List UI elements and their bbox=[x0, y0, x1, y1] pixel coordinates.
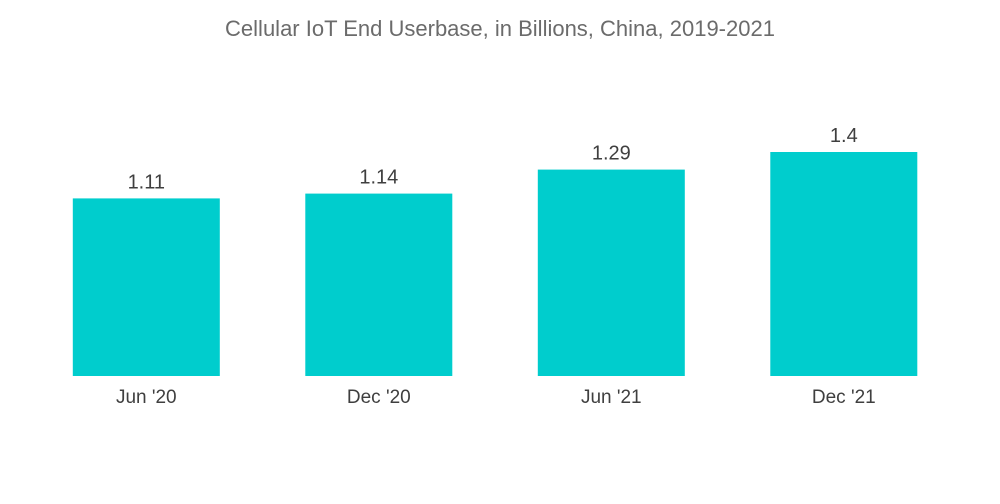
chart-title: Cellular IoT End Userbase, in Billions, … bbox=[225, 16, 775, 41]
value-label-1: 1.14 bbox=[359, 167, 398, 189]
bar-3 bbox=[770, 152, 918, 376]
category-label-0: Jun '20 bbox=[116, 387, 177, 408]
bars-group bbox=[72, 152, 918, 376]
bar-2 bbox=[537, 169, 685, 376]
bar-1 bbox=[305, 193, 453, 376]
value-labels-group: 1.11 1.14 1.29 1.4 bbox=[128, 125, 858, 193]
category-label-2: Jun '21 bbox=[581, 387, 642, 408]
category-label-3: Dec '21 bbox=[812, 387, 876, 408]
category-labels-group: Jun '20 Dec '20 Jun '21 Dec '21 bbox=[116, 387, 876, 408]
value-label-3: 1.4 bbox=[830, 125, 858, 147]
value-label-0: 1.11 bbox=[128, 171, 165, 193]
value-label-2: 1.29 bbox=[592, 143, 631, 165]
bar-0 bbox=[72, 198, 220, 376]
category-label-1: Dec '20 bbox=[347, 387, 411, 408]
